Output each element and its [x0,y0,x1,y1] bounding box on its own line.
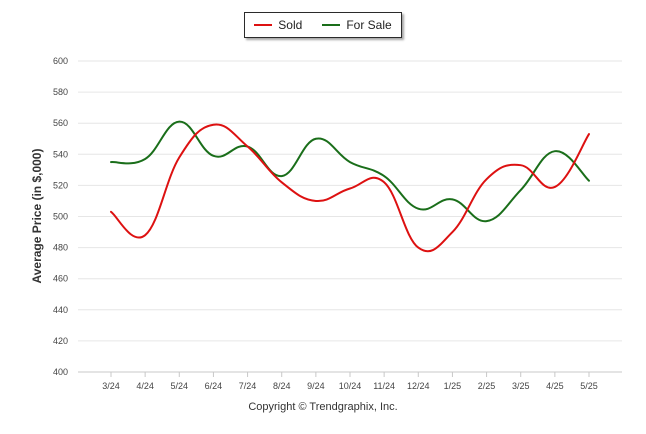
data-point-for-sale [212,155,214,157]
data-point-for-sale [485,220,487,222]
x-tick-label: 3/25 [512,381,530,391]
y-tick-label: 580 [53,87,68,97]
data-point-sold [110,211,112,213]
y-tick-label: 520 [53,180,68,190]
x-tick-label: 6/24 [205,381,223,391]
data-point-sold [451,231,453,233]
y-tick-label: 440 [53,305,68,315]
legend-label-sold: Sold [278,18,303,32]
x-tick-label: 7/24 [239,381,257,391]
x-tick-label: 12/24 [407,381,430,391]
y-tick-label: 400 [53,367,68,377]
legend-swatch-sold [254,24,273,26]
data-point-for-sale [349,161,351,163]
x-tick-label: 9/24 [307,381,325,391]
data-point-for-sale [451,198,453,200]
y-tick-label: 540 [53,149,68,159]
data-point-sold [178,156,180,158]
copyright-footer: Copyright © Trendgraphix, Inc. [248,401,398,413]
series-line-sold [110,123,590,253]
x-tick-label: 4/24 [136,381,154,391]
data-point-for-sale [315,138,317,140]
data-point-for-sale [588,180,590,182]
data-point-sold [315,200,317,202]
data-point-sold [417,246,419,248]
data-point-sold [212,124,214,126]
y-tick-label: 420 [53,336,68,346]
y-axis-title: Average Price (in $,000) [30,149,44,284]
x-tick-label: 5/24 [171,381,189,391]
legend-item-sold: Sold [254,18,302,32]
data-point-sold [383,181,385,183]
x-tick-label: 11/24 [373,381,395,391]
x-tick-label: 3/24 [102,381,120,391]
legend-label-for-sale: For Sale [346,18,392,32]
data-point-sold [349,187,351,189]
legend-swatch-for-sale [322,24,341,26]
data-point-sold [554,186,556,188]
data-point-for-sale [144,158,146,160]
axis-layer: 400 420 440 460 480 500 520 540 560 580 600 3/24 4/2… [53,56,622,391]
grid-layer [78,60,622,373]
data-point-for-sale [383,175,385,177]
data-point-for-sale [281,175,283,177]
x-tick-label: 2/25 [478,381,496,391]
data-point-sold [485,178,487,180]
data-point-sold [246,145,248,147]
data-point-sold [520,164,522,166]
x-tick-label: 10/24 [339,381,362,391]
data-point-sold [144,234,146,236]
x-tick-label: 5/25 [580,381,598,391]
data-point-sold [281,181,283,183]
x-tick-label: 8/24 [273,381,291,391]
data-point-for-sale [417,208,419,210]
y-tick-label: 460 [53,274,68,284]
x-tick-label: 4/25 [546,381,564,391]
y-tick-label: 480 [53,243,68,253]
series-layer [110,120,590,253]
data-point-sold [588,133,590,135]
x-tick-label: 1/25 [444,381,462,391]
series-line-for-sale [110,120,590,223]
legend-item-for-sale: For Sale [322,18,392,32]
data-point-for-sale [178,120,180,122]
data-point-for-sale [520,189,522,191]
y-tick-label: 500 [53,212,68,222]
y-tick-label: 600 [53,56,68,66]
data-point-for-sale [554,150,556,152]
y-tick-label: 560 [53,118,68,128]
data-point-for-sale [110,161,112,163]
chart-legend: Sold For Sale [244,12,402,38]
